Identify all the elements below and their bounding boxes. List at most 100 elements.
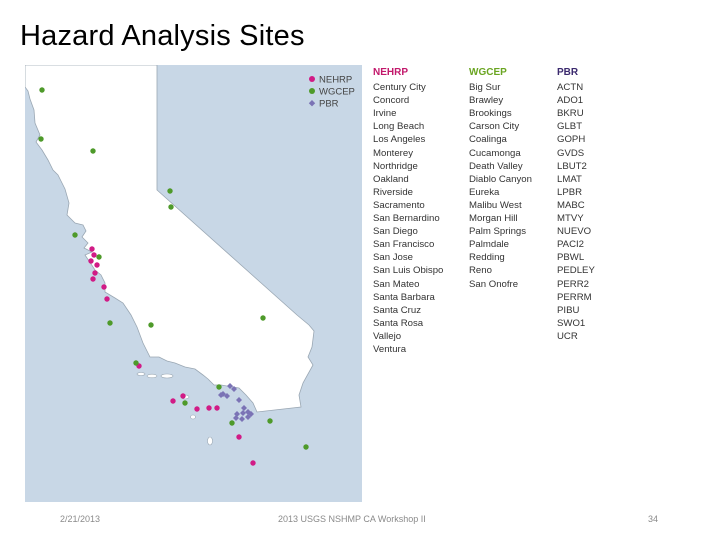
nehrp-marker bbox=[194, 406, 200, 412]
site-list-item: Death Valley bbox=[469, 160, 523, 172]
nehrp-marker bbox=[170, 398, 176, 404]
site-list-item: PERRM bbox=[557, 291, 592, 303]
site-list-item: San Luis Obispo bbox=[373, 265, 444, 277]
island-san-clemente bbox=[190, 414, 196, 420]
site-list-item: Brookings bbox=[469, 108, 512, 120]
site-list-item: PACI2 bbox=[557, 239, 585, 251]
site-list-item: LPBR bbox=[557, 186, 583, 198]
island-santa-rosa bbox=[146, 373, 158, 379]
site-list-item: San Mateo bbox=[373, 278, 420, 290]
wgcep-marker bbox=[267, 418, 273, 424]
wgcep-marker bbox=[133, 360, 139, 366]
legend-label-wgcep: WGCEP bbox=[319, 87, 355, 98]
map-legend: NEHRP WGCEP PBR bbox=[308, 75, 355, 110]
wgcep-marker bbox=[260, 315, 266, 321]
legend-label-pbr: PBR bbox=[319, 99, 339, 110]
wgcep-marker bbox=[303, 444, 309, 450]
nehrp-column-header: NEHRP bbox=[373, 67, 409, 78]
island-san-nicolas bbox=[207, 436, 213, 446]
nehrp-marker bbox=[91, 252, 97, 258]
pbr-marker bbox=[240, 410, 246, 416]
site-list-item: San Francisco bbox=[373, 239, 435, 251]
nehrp-column: NEHRP Century City Concord Irvine Long Beac… bbox=[373, 66, 465, 356]
site-list-item: NUEVO bbox=[557, 226, 592, 238]
wgcep-column: WGCEP Big Sur Brawley Brookings Carson City… bbox=[469, 66, 555, 291]
nehrp-marker bbox=[94, 262, 100, 268]
footer-title: 2013 USGS NSHMP CA Workshop II bbox=[278, 514, 426, 524]
site-list-item: PBWL bbox=[557, 252, 585, 264]
site-list-item: BKRU bbox=[557, 108, 584, 120]
nehrp-markers bbox=[88, 246, 256, 466]
site-list-item: LBUT2 bbox=[557, 160, 587, 172]
nehrp-marker bbox=[90, 276, 96, 282]
site-list-item: Coalinga bbox=[469, 134, 507, 146]
site-list-item: Palmdale bbox=[469, 239, 509, 251]
wgcep-marker bbox=[38, 136, 44, 142]
site-list-item: Redding bbox=[469, 252, 505, 264]
wgcep-marker bbox=[90, 148, 96, 154]
pbr-markers bbox=[218, 383, 254, 422]
island-santa-cruz bbox=[160, 373, 174, 379]
site-list-item: Eureka bbox=[469, 186, 500, 198]
wgcep-marker bbox=[168, 204, 174, 210]
site-list-item: Concord bbox=[373, 95, 410, 107]
pbr-marker bbox=[218, 392, 224, 398]
site-list-item: San Onofre bbox=[469, 278, 519, 290]
pbr-column-header: PBR bbox=[557, 67, 579, 78]
wgcep-marker bbox=[229, 420, 235, 426]
nehrp-marker bbox=[214, 405, 220, 411]
island-san-miguel bbox=[136, 372, 146, 376]
site-list-item: Riverside bbox=[373, 186, 413, 198]
site-list-item: Northridge bbox=[373, 160, 418, 172]
site-list-item: San Jose bbox=[373, 252, 414, 264]
pbr-column: PBR ACTN ADO1 BKRU GLBT GOPH GVDS LBUT2 LMAT LPB… bbox=[557, 66, 617, 343]
purple-diamond-icon bbox=[308, 100, 316, 107]
pbr-marker bbox=[245, 414, 251, 420]
site-list-item: Vallejo bbox=[373, 330, 402, 342]
pbr-marker bbox=[224, 393, 230, 399]
pink-circle-icon bbox=[309, 76, 315, 82]
wgcep-marker bbox=[216, 384, 222, 390]
california-outline bbox=[25, 65, 315, 413]
site-list-item: Big Sur bbox=[469, 82, 501, 94]
wgcep-marker bbox=[182, 400, 188, 406]
green-circle-icon bbox=[309, 88, 315, 94]
wgcep-marker bbox=[39, 87, 45, 93]
site-list-item: Cucamonga bbox=[469, 147, 521, 159]
site-list-item: Ventura bbox=[373, 343, 407, 355]
page-number: 34 bbox=[648, 514, 659, 524]
map-svg: NEHRP WGCEP PBR bbox=[25, 65, 362, 502]
wgcep-marker bbox=[107, 320, 113, 326]
site-list-item: MTVY bbox=[557, 213, 584, 225]
footer-date: 2/21/2013 bbox=[60, 514, 101, 524]
wgcep-marker bbox=[72, 232, 78, 238]
site-list-item: PERR2 bbox=[557, 278, 589, 290]
site-list-item: Brawley bbox=[469, 95, 504, 107]
site-list-item: Reno bbox=[469, 265, 492, 277]
site-list-item: GOPH bbox=[557, 134, 586, 146]
site-list-item: Santa Cruz bbox=[373, 304, 421, 316]
pbr-marker bbox=[241, 405, 247, 411]
wgcep-marker bbox=[148, 322, 154, 328]
wgcep-markers bbox=[38, 87, 309, 450]
site-list-item: LMAT bbox=[557, 173, 582, 185]
legend-label-nehrp: NEHRP bbox=[319, 75, 352, 86]
site-list-item: San Bernardino bbox=[373, 213, 440, 225]
site-list-item: PIBU bbox=[557, 304, 580, 316]
site-list-item: GLBT bbox=[557, 121, 583, 133]
site-list-item: San Diego bbox=[373, 226, 418, 238]
nehrp-marker bbox=[206, 405, 212, 411]
site-list-item: Santa Barbara bbox=[373, 291, 435, 303]
site-list-item: ADO1 bbox=[557, 95, 584, 107]
nehrp-marker bbox=[180, 393, 186, 399]
site-list-item: Santa Rosa bbox=[373, 317, 424, 329]
site-list-item: Los Angeles bbox=[373, 134, 426, 146]
slide-title: Hazard Analysis Sites bbox=[20, 20, 305, 52]
pbr-marker bbox=[236, 397, 242, 403]
site-list-item: Malibu West bbox=[469, 199, 522, 211]
nehrp-marker bbox=[88, 258, 94, 264]
site-list-item: Oakland bbox=[373, 173, 409, 185]
wgcep-marker bbox=[167, 188, 173, 194]
site-list-item: Monterey bbox=[373, 147, 413, 159]
nehrp-marker bbox=[250, 460, 256, 466]
